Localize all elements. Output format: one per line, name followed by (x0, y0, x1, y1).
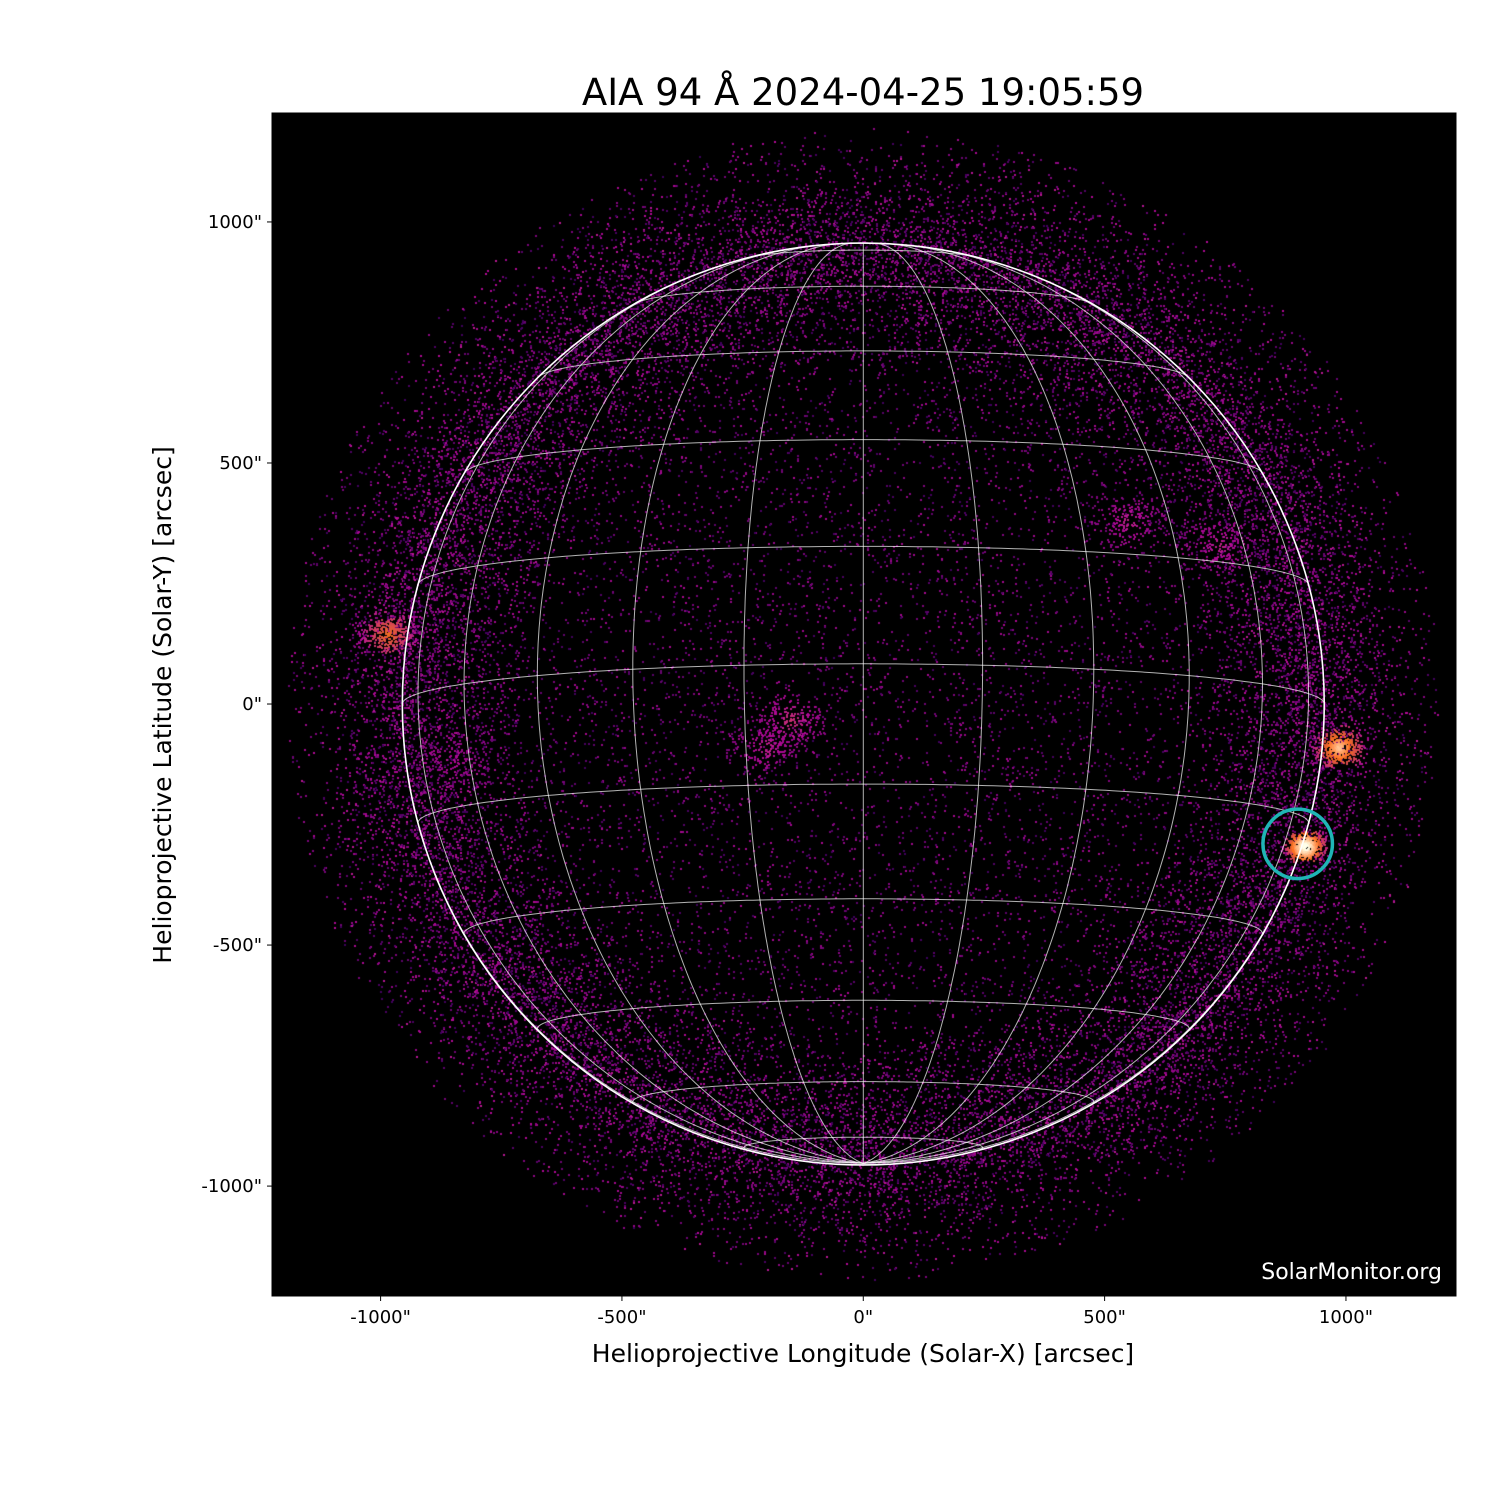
y-tick-label: 1000" (208, 212, 262, 233)
parallel-line (751, 249, 976, 258)
parallel-line (463, 898, 1264, 935)
y-tick-label: 500" (219, 453, 262, 474)
x-ticks: -1000" -500" 0" 500" 1000" (350, 1296, 1373, 1328)
parallel-line (743, 1136, 984, 1152)
parallel-line (538, 350, 1188, 377)
meridian-line (863, 247, 1264, 1164)
y-tick-label: -1000" (201, 1176, 262, 1197)
solar-image (272, 113, 1456, 1296)
meridian-line (417, 266, 864, 1164)
parallel-line (417, 545, 1309, 585)
x-tick-label: 1000" (1319, 1307, 1373, 1328)
parallel-line (464, 439, 1263, 473)
meridian-line (863, 242, 984, 1164)
meridian-line (863, 243, 1095, 1164)
y-tick-label: 0" (242, 694, 262, 715)
parallel-line (635, 285, 1092, 304)
x-tick-label: -500" (597, 1307, 646, 1328)
x-tick-label: 500" (1083, 1307, 1126, 1328)
x-axis-label: Helioprojective Longitude (Solar-X) [arc… (592, 1339, 1134, 1368)
meridian-line (632, 243, 864, 1164)
meridian-line (863, 266, 1309, 1164)
chart-title: AIA 94 Å 2024-04-25 19:05:59 (582, 70, 1144, 114)
meridian-line (863, 244, 1190, 1164)
y-tick-label: -500" (213, 935, 262, 956)
meridian-line (536, 244, 864, 1164)
x-tick-label: -1000" (350, 1307, 411, 1328)
meridian-line (743, 242, 864, 1164)
parallel-line (417, 783, 1309, 824)
y-ticks: 1000" 500" 0" -500" -1000" (201, 212, 272, 1197)
active-region-marker (1261, 807, 1335, 881)
x-tick-label: 0" (853, 1307, 873, 1328)
y-axis-label: Helioprojective Latitude (Solar-Y) [arcs… (148, 446, 177, 963)
watermark: SolarMonitor.org (1261, 1260, 1442, 1285)
parallel-line (401, 663, 1325, 705)
solar-limb (401, 242, 1326, 1166)
coordinate-grid (401, 242, 1325, 1164)
axes-frame (271, 112, 1457, 1297)
parallel-line (536, 999, 1190, 1032)
parallel-line (632, 1081, 1095, 1105)
meridian-line (463, 247, 864, 1164)
